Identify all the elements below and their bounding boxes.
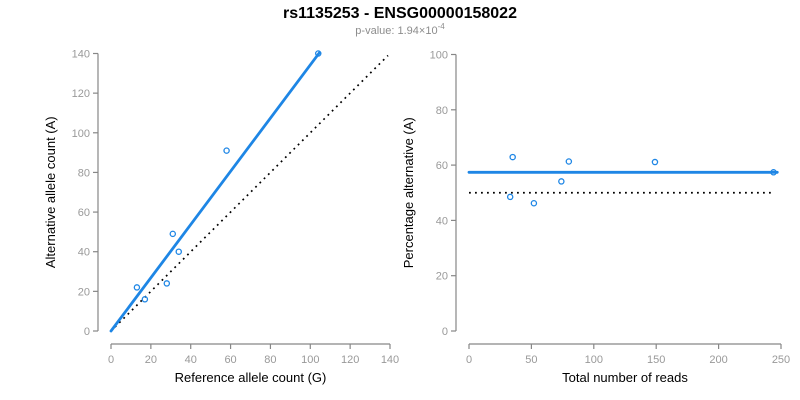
x-tick-label: 80 [264, 354, 276, 366]
y-tick-label: 120 [72, 88, 90, 100]
data-point [509, 153, 516, 161]
data-point [530, 200, 538, 207]
data-point [141, 296, 149, 303]
y-tick-label: 140 [72, 49, 90, 61]
data-point [223, 147, 230, 154]
x-tick-label: 0 [108, 354, 114, 366]
x-tick-label: 200 [709, 354, 727, 366]
y-tick-label: 0 [84, 326, 90, 338]
y-axis-title: Percentage alternative (A) [401, 117, 416, 268]
left-plot: 0 20 40 60 80 100 120 140 0 20 40 60 80 100 120 140 Refe… [43, 49, 399, 386]
data-point [506, 193, 514, 201]
y-tick-label: 100 [72, 128, 90, 140]
identity-line [114, 54, 389, 328]
y-tick-label: 100 [430, 50, 448, 62]
pvalue-base: p-value: 1.94×10 [355, 25, 437, 37]
y-axis-title: Alternative allele count (A) [43, 116, 58, 268]
x-axis-title: Total number of reads [562, 370, 688, 385]
y-tick-label: 40 [78, 247, 90, 259]
right-plot: 0 50 100 150 200 250 0 20 40 60 80 100 Total number … [401, 50, 790, 386]
data-point [558, 178, 565, 185]
x-tick-label: 120 [341, 354, 359, 366]
y-tick-label: 60 [436, 160, 448, 172]
y-tick-label: 80 [436, 105, 448, 117]
x-tick-label: 100 [301, 354, 319, 366]
y-tick-label: 20 [78, 286, 90, 298]
x-tick-label: 40 [185, 354, 197, 366]
pvalue-subtitle: p-value: 1.94×10-4 [355, 22, 445, 37]
x-axis-title: Reference allele count (G) [175, 370, 327, 385]
data-point [315, 50, 322, 57]
x-tick-label: 60 [224, 354, 236, 366]
x-tick-label: 140 [381, 354, 399, 366]
y-tick-label: 20 [436, 271, 448, 283]
data-point [651, 158, 659, 166]
x-tick-label: 50 [525, 354, 537, 366]
x-tick-label: 250 [772, 354, 790, 366]
fit-line [109, 51, 321, 333]
pvalue-exponent: -4 [438, 22, 446, 31]
data-point [169, 230, 177, 238]
data-point [163, 280, 171, 287]
y-tick-label: 0 [442, 326, 448, 338]
data-point [133, 284, 141, 291]
data-point [565, 158, 573, 165]
y-tick-label: 60 [78, 207, 90, 219]
x-tick-label: 20 [145, 354, 157, 366]
x-tick-label: 150 [647, 354, 665, 366]
x-tick-label: 100 [585, 354, 603, 366]
data-point [770, 169, 777, 176]
data-point [175, 248, 183, 255]
y-tick-label: 80 [78, 167, 90, 179]
y-tick-label: 40 [436, 215, 448, 227]
x-tick-label: 0 [466, 354, 472, 366]
figure-title: rs1135253 - ENSG00000158022 [283, 5, 517, 22]
